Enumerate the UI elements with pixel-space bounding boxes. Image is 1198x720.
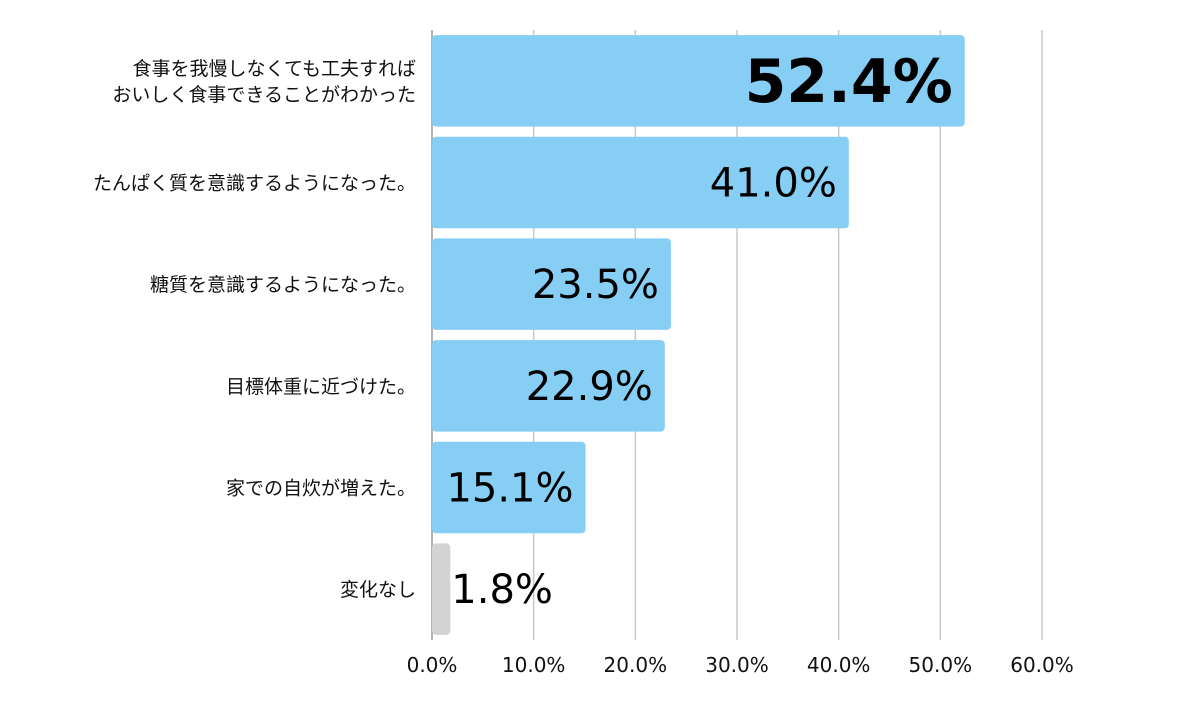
x-tick-label: 40.0%: [807, 653, 871, 677]
category-label-line: 家での自炊が増えた。: [226, 478, 416, 500]
x-tick-label: 30.0%: [705, 653, 769, 677]
category-label-line: たんぱく質を意識するようになった。: [93, 173, 416, 195]
category-label-line: おいしく食事できることがわかった: [112, 84, 416, 106]
category-label: 食事を我慢しなくても工夫すればおいしく食事できることがわかった: [112, 58, 416, 106]
x-tick-label: 10.0%: [502, 653, 566, 677]
category-label-line: 変化なし: [340, 579, 416, 601]
bar: [432, 441, 586, 534]
grid-layer: [431, 30, 1043, 640]
value-label: 52.4%: [745, 47, 953, 117]
value-label: 15.1%: [446, 466, 573, 512]
category-label: 変化なし: [340, 579, 416, 601]
category-label: 糖質を意識するようになった。: [150, 274, 416, 296]
value-label: 1.8%: [451, 567, 553, 613]
bar: [432, 543, 451, 635]
bar: [432, 238, 671, 330]
bar: [432, 35, 965, 127]
category-label-line: 食事を我慢しなくても工夫すれば: [133, 58, 416, 80]
category-label-line: 目標体重に近づけた。: [226, 376, 416, 398]
label-layer: 0.0% 10.0% 20.0% 30.0% 40.0% 50.0% 60.0% 52.4% 食…: [93, 47, 1074, 677]
category-label: たんぱく質を意識するようになった。: [93, 173, 416, 195]
value-label: 23.5%: [532, 262, 659, 308]
value-label: 41.0%: [710, 161, 837, 207]
value-label: 22.9%: [526, 364, 653, 410]
x-tick-label: 0.0%: [407, 653, 458, 677]
bar-layer: [432, 35, 965, 635]
x-tick-label: 60.0%: [1010, 653, 1074, 677]
category-label: 目標体重に近づけた。: [226, 376, 416, 398]
bar: [432, 340, 665, 432]
x-tick-label: 50.0%: [909, 653, 973, 677]
category-label: 家での自炊が増えた。: [226, 478, 416, 500]
x-tick-label: 20.0%: [604, 653, 668, 677]
category-label-line: 糖質を意識するようになった。: [150, 274, 416, 296]
bar: [432, 136, 849, 229]
